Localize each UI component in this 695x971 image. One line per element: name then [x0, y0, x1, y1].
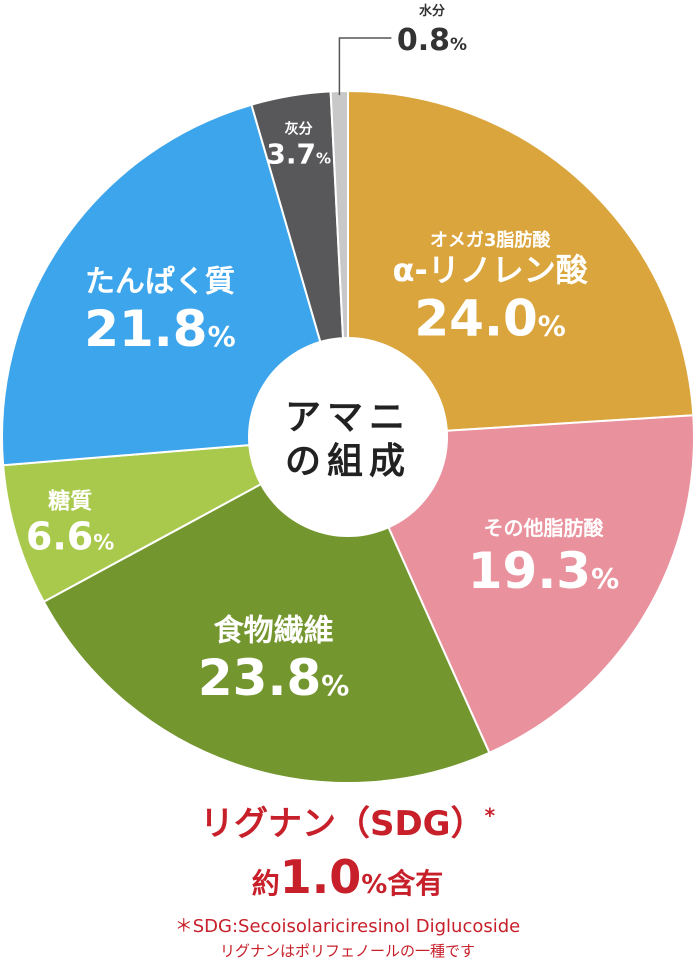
slice-5-label: たんぱく質 — [85, 264, 235, 299]
slice-2-value-label: 19.3% — [468, 542, 619, 600]
slice-2-wedge — [346, 414, 695, 755]
slice-7-leader-line — [338, 37, 392, 96]
lignan-content: 約1.0%含有 — [0, 850, 695, 904]
slice-3-label: 食物繊維 — [214, 614, 334, 649]
lignan-content-suffix: 含有 — [387, 867, 444, 900]
lignan-content-prefix: 約 — [251, 867, 280, 900]
slice-1-label2: α-リノレン酸 — [392, 251, 588, 289]
lignan-note: リグナンはポリフェノールの一種です — [219, 942, 475, 960]
slice-6-label: 灰分 — [285, 120, 313, 137]
slice-7-value-label: 0.8% — [397, 23, 467, 58]
slice-5-wedge — [1, 103, 350, 467]
lignan-title-text: リグナン（SDG） — [199, 804, 485, 844]
center-title-line-2: の組成 — [285, 441, 411, 482]
center-title-line-1: アマニ — [285, 397, 411, 438]
slice-2-label: その他脂肪酸 — [483, 516, 604, 540]
slice-4-value-label: 6.6% — [26, 515, 114, 559]
slice-1-wedge — [347, 89, 695, 439]
lignan-content-value: 1.0 — [279, 850, 362, 904]
sdg-note: ＊SDG:Secoisolariciresinol Diglucoside — [174, 916, 521, 937]
slice-5-value-label: 21.8% — [84, 300, 235, 358]
slice-1-value-label: 24.0% — [414, 290, 565, 348]
lignan-content-unit: % — [361, 870, 388, 900]
slice-6-value-label: 3.7% — [266, 138, 331, 171]
slice-4-label: 糖質 — [48, 488, 92, 514]
slice-1-label: オメガ3脂肪酸 — [430, 229, 552, 251]
slice-7-label: 水分 — [419, 3, 445, 19]
lignan-title: リグナン（SDG）* — [0, 796, 695, 845]
lignan-asterisk: * — [484, 803, 496, 828]
center-hole — [248, 337, 448, 537]
slice-3-value-label: 23.8% — [198, 649, 349, 707]
